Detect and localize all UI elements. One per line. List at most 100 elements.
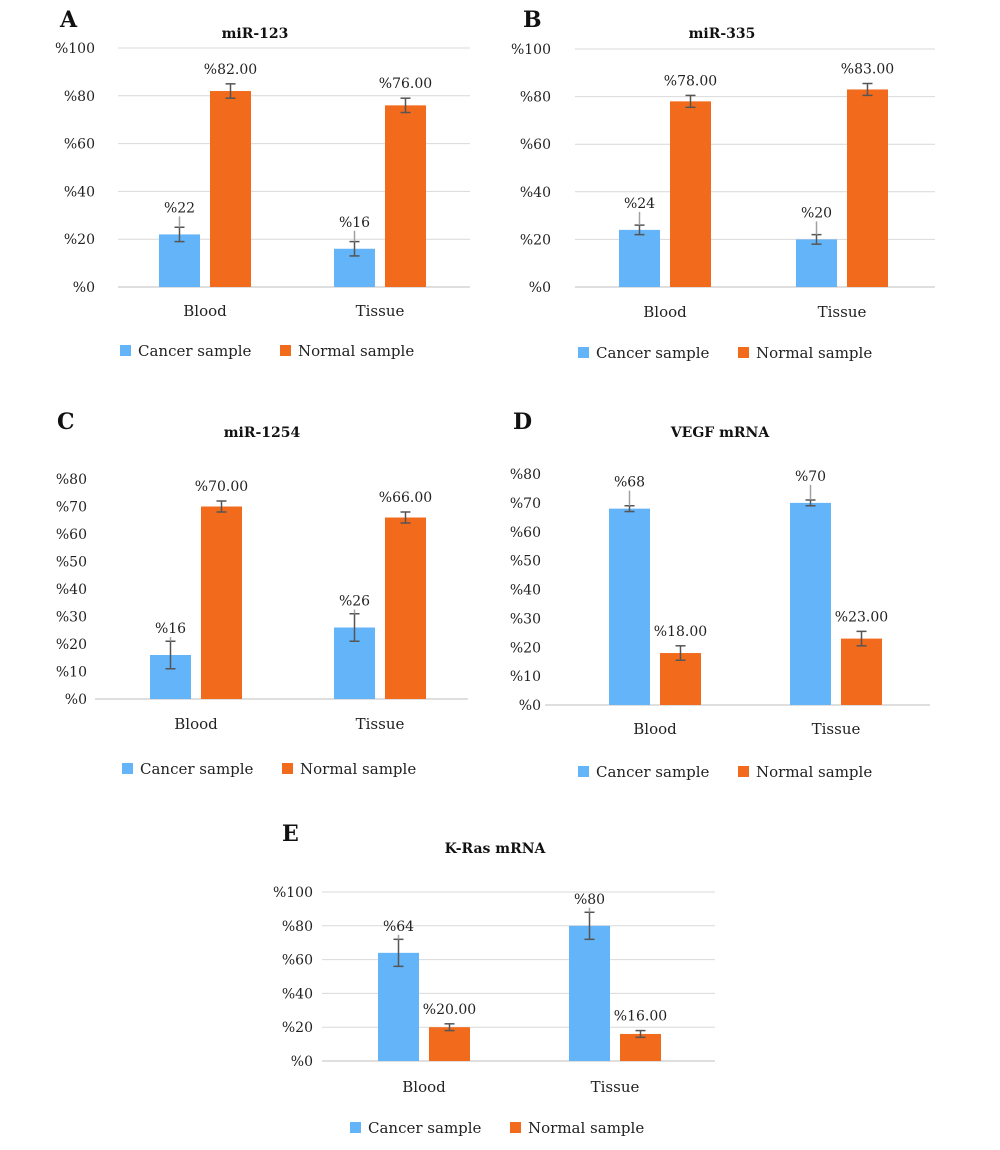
- legend-label-cancer: Cancer sample: [140, 760, 254, 778]
- legend-swatch-normal: [510, 1122, 521, 1133]
- panel-letter: C: [57, 409, 75, 435]
- bar-cancer-sample: [796, 239, 837, 287]
- y-tick-label: %100: [55, 41, 95, 57]
- y-tick-label: %20: [282, 1020, 313, 1036]
- data-label: %23.00: [835, 609, 888, 625]
- y-tick-label: %0: [65, 692, 87, 708]
- x-category-label: Tissue: [356, 302, 405, 320]
- bar-normal-sample: [670, 101, 711, 287]
- y-tick-label: %0: [291, 1054, 313, 1070]
- y-tick-label: %20: [510, 640, 541, 656]
- error-bar: [349, 609, 360, 642]
- data-label: %16: [339, 215, 370, 231]
- data-label: %70.00: [195, 479, 248, 495]
- legend-swatch-cancer: [120, 345, 131, 356]
- bar-normal-sample: [841, 638, 882, 705]
- y-tick-label: %50: [56, 555, 87, 571]
- y-tick-label: %60: [510, 525, 541, 541]
- y-tick-label: %60: [520, 137, 551, 153]
- bar-normal-sample: [385, 105, 426, 287]
- y-tick-label: %10: [56, 665, 87, 681]
- error-bar: [634, 211, 645, 236]
- y-tick-label: %80: [56, 472, 87, 488]
- x-category-label: Tissue: [356, 715, 405, 733]
- bar-normal-sample: [660, 653, 701, 705]
- legend-swatch-cancer: [578, 766, 589, 777]
- x-category-label: Tissue: [812, 720, 861, 738]
- data-label: %70: [795, 469, 826, 485]
- error-bar: [400, 97, 411, 114]
- x-category-label: Tissue: [591, 1078, 640, 1096]
- y-tick-label: %60: [282, 953, 313, 969]
- y-tick-label: %100: [511, 42, 551, 58]
- y-tick-label: %30: [510, 611, 541, 627]
- y-tick-label: %0: [529, 280, 551, 296]
- bar-normal-sample: [429, 1027, 470, 1061]
- data-label: %20: [801, 205, 832, 221]
- bar-cancer-sample: [609, 508, 650, 705]
- panel-letter: E: [282, 821, 299, 847]
- legend-swatch-normal: [280, 345, 291, 356]
- data-label: %76.00: [379, 76, 432, 92]
- bar-cancer-sample: [569, 925, 610, 1061]
- chart-title: miR-335: [689, 26, 756, 42]
- legend: Cancer sample Normal sample: [578, 763, 872, 781]
- y-tick-label: %0: [73, 280, 95, 296]
- legend-swatch-normal: [738, 766, 749, 777]
- legend-label-cancer: Cancer sample: [138, 342, 252, 360]
- y-tick-label: %40: [520, 185, 551, 201]
- error-bar: [584, 907, 595, 941]
- error-bar: [862, 82, 873, 97]
- y-tick-label: %60: [64, 137, 95, 153]
- legend: Cancer sample Normal sample: [122, 760, 416, 778]
- bar-normal-sample: [385, 517, 426, 699]
- data-label: %26: [339, 594, 370, 610]
- bar-cancer-sample: [619, 229, 660, 287]
- y-tick-label: %20: [520, 232, 551, 248]
- error-bar: [349, 230, 360, 257]
- bar-normal-sample: [210, 91, 251, 288]
- legend-swatch-cancer: [350, 1122, 361, 1133]
- chart-title: miR-123: [222, 26, 289, 42]
- y-tick-label: %40: [64, 184, 95, 200]
- x-category-label: Blood: [183, 302, 227, 320]
- data-label: %24: [624, 196, 655, 212]
- y-tick-label: %10: [510, 669, 541, 685]
- data-label: %82.00: [204, 62, 257, 78]
- x-category-label: Blood: [402, 1078, 446, 1096]
- x-category-label: Blood: [643, 303, 687, 321]
- data-label: %16: [155, 621, 186, 637]
- legend-label-normal: Normal sample: [528, 1119, 644, 1137]
- error-bar: [225, 83, 236, 99]
- y-tick-label: %20: [64, 232, 95, 248]
- legend-label-cancer: Cancer sample: [368, 1119, 482, 1137]
- chart-panel-e: E K-Ras mRNA %0 %20 %40 %60 %80 %100 Blood Tissue…: [273, 821, 715, 1137]
- x-category-label: Tissue: [818, 303, 867, 321]
- legend-swatch-cancer: [578, 347, 589, 358]
- bar-normal-sample: [620, 1033, 661, 1061]
- legend: Cancer sample Normal sample: [578, 344, 872, 362]
- y-tick-label: %40: [510, 583, 541, 599]
- chart-title: VEGF mRNA: [670, 425, 771, 441]
- error-bar: [685, 94, 696, 109]
- data-label: %68: [614, 475, 645, 491]
- bar-cancer-sample: [790, 502, 831, 705]
- error-bar: [216, 500, 227, 513]
- data-label: %22: [164, 200, 195, 216]
- legend-swatch-normal: [282, 763, 293, 774]
- x-category-label: Blood: [174, 715, 218, 733]
- legend-label-cancer: Cancer sample: [596, 763, 710, 781]
- legend-swatch-normal: [738, 347, 749, 358]
- data-label: %66.00: [379, 490, 432, 506]
- error-bar: [811, 221, 822, 245]
- panel-letter: B: [523, 7, 542, 33]
- error-bar: [393, 934, 404, 968]
- error-bar: [635, 1029, 646, 1039]
- chart-title: miR-1254: [224, 425, 301, 441]
- y-tick-label: %70: [56, 500, 87, 516]
- bar-normal-sample: [201, 506, 242, 699]
- data-label: %80: [574, 892, 605, 908]
- y-tick-label: %80: [282, 919, 313, 935]
